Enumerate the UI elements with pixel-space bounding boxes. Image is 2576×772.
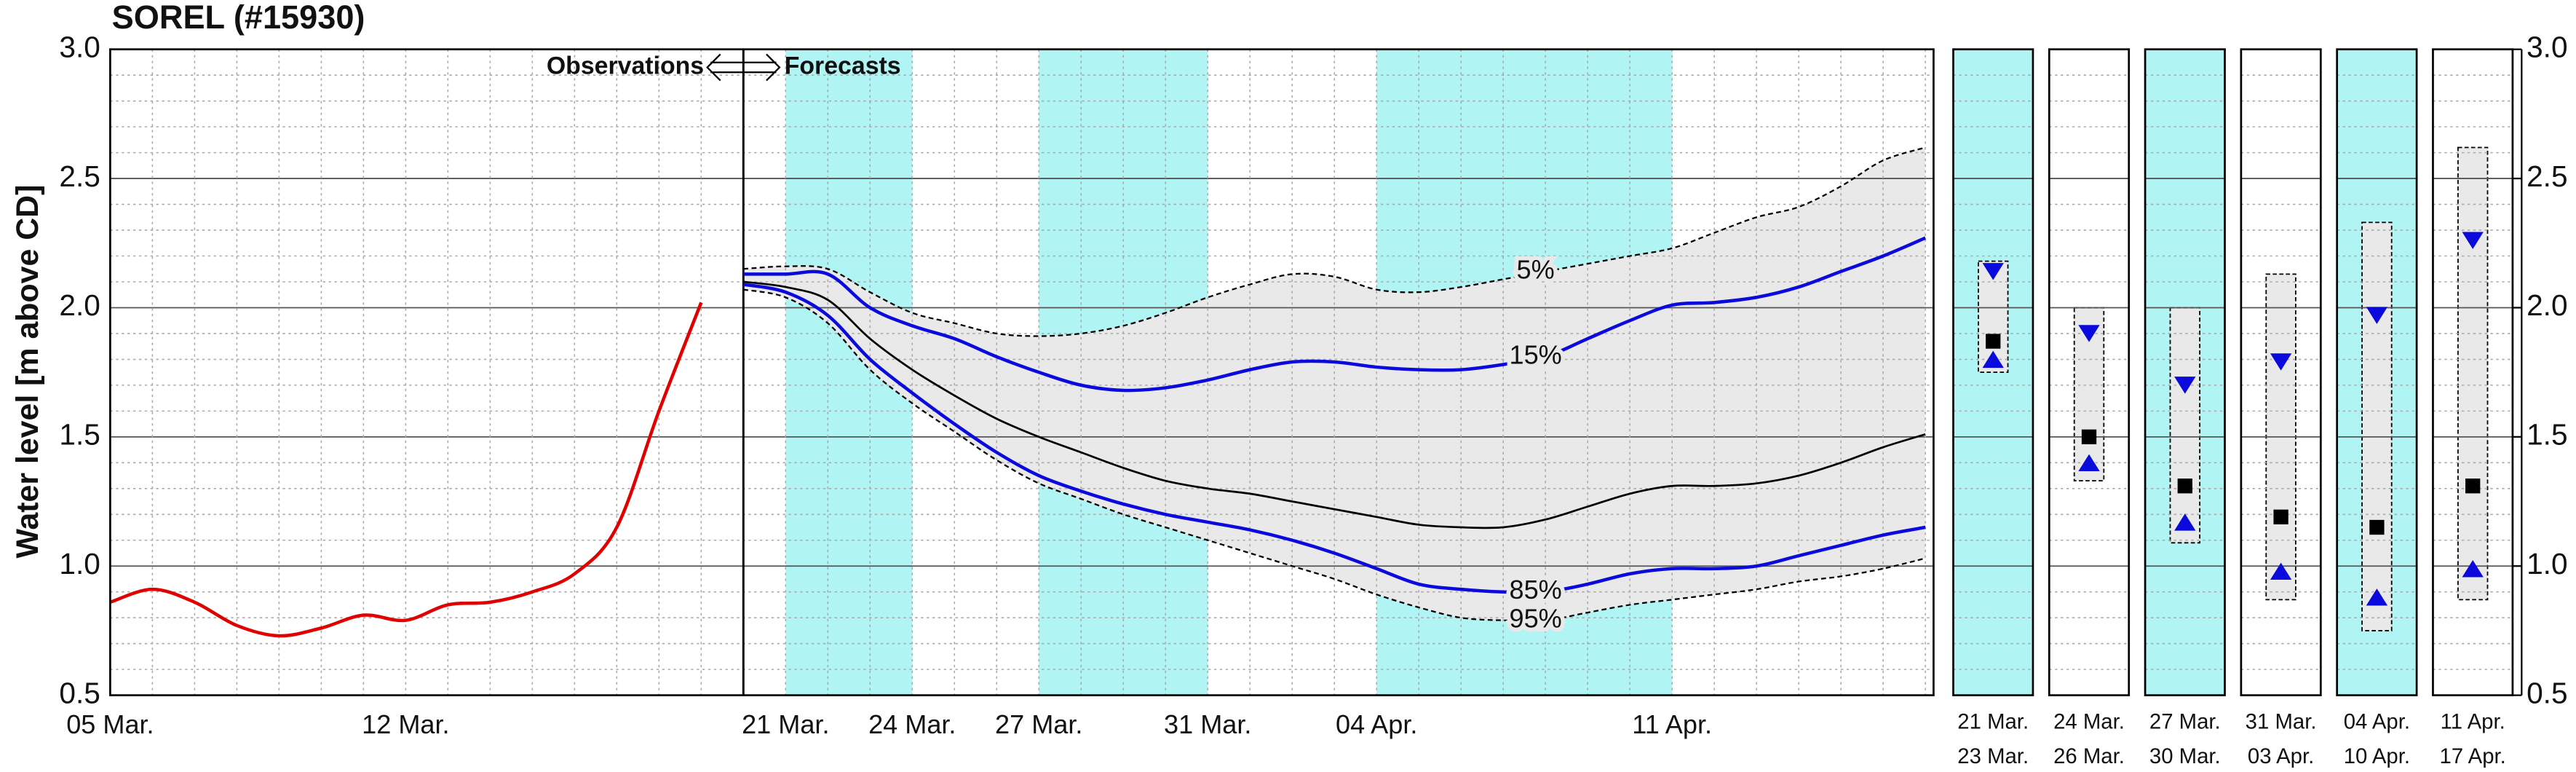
p85-marker (2270, 562, 2292, 580)
y-tick-label: 1.0 (59, 547, 100, 580)
series-label: 5% (1517, 254, 1555, 284)
panel-range (2457, 146, 2489, 601)
panel-frame (2144, 48, 2226, 696)
median-marker (2369, 519, 2385, 535)
arrow (706, 53, 781, 82)
series-line (743, 236, 1927, 393)
y-tick-label: 2.5 (2527, 159, 2567, 193)
y-axis-label: Water level [m above CD] (10, 185, 45, 559)
p15-marker (2270, 353, 2292, 371)
p85-marker (2174, 513, 2196, 531)
y-tick-label: 1.0 (2527, 547, 2567, 580)
panel-label: 27 Mar. (2149, 710, 2221, 734)
annotation: Observations (547, 52, 704, 79)
x-tick-label: 11 Apr. (1632, 709, 1712, 739)
panel-label: 31 Mar. (2246, 710, 2317, 734)
panel-label: 03 Apr. (2248, 744, 2314, 768)
series-line (109, 302, 703, 638)
series-line (742, 283, 1926, 594)
panel-frame (1952, 48, 2034, 696)
x-tick-label: 24 Mar. (868, 709, 956, 739)
p85-marker (2366, 588, 2388, 606)
panel-frame (2240, 48, 2322, 696)
x-tick-label: 04 Apr. (1336, 709, 1417, 739)
p15-marker (2462, 232, 2484, 249)
p85-marker (2078, 454, 2100, 472)
y-tick-label: 2.0 (2527, 288, 2567, 322)
median-marker (2081, 429, 2097, 445)
series-label: 85% (1510, 575, 1562, 604)
y-tick-label: 3.0 (59, 30, 100, 63)
panel-frame (2336, 48, 2418, 696)
y-tick-label: 0.5 (59, 676, 100, 709)
panel-label: 11 Apr. (2441, 710, 2505, 734)
panel-label: 21 Mar. (1957, 710, 2029, 734)
median-marker (2465, 478, 2481, 494)
panel-label: 04 Apr. (2344, 710, 2410, 734)
panel-range (2169, 307, 2201, 544)
series-label: 95% (1510, 603, 1562, 633)
median-marker (2273, 509, 2288, 524)
y-tick-label: 3.0 (2527, 30, 2567, 63)
y-tick-label: 2.5 (59, 159, 100, 193)
panel-label: 24 Mar. (2053, 710, 2125, 734)
annotation: Forecasts (785, 52, 901, 79)
chart-title: SOREL (#15930) (112, 0, 365, 36)
panel-range (2361, 221, 2393, 631)
median-marker (1986, 334, 2001, 349)
x-tick-label: 05 Mar. (66, 709, 154, 739)
series-line (743, 288, 1926, 622)
p85-marker (1982, 350, 2004, 369)
x-tick-label: 27 Mar. (995, 709, 1082, 739)
panel-frame (2432, 48, 2514, 696)
y-tick-label: 1.5 (2527, 418, 2567, 452)
x-tick-label: 31 Mar. (1164, 709, 1251, 739)
x-tick-label: 12 Mar. (362, 709, 449, 739)
p15-marker (2078, 325, 2100, 342)
y-tick-label: 2.0 (59, 288, 100, 322)
p15-marker (2174, 377, 2196, 394)
y-tick-label: 0.5 (2527, 676, 2567, 709)
series-line (743, 146, 1926, 337)
series-label: 15% (1510, 339, 1562, 369)
panel-label: 23 Mar. (1957, 744, 2029, 768)
series-line (743, 280, 1926, 529)
x-tick-label: 21 Mar. (742, 709, 829, 739)
p15-marker (2366, 307, 2388, 324)
p85-marker (2462, 560, 2484, 578)
p15-marker (1982, 263, 2004, 280)
panel-label: 17 Apr. (2440, 744, 2506, 768)
median-marker (2177, 478, 2192, 494)
panel-frame (2048, 48, 2131, 696)
panel-label: 26 Mar. (2053, 744, 2125, 768)
plot-frame (109, 48, 1935, 696)
panel-label: 10 Apr. (2344, 744, 2410, 768)
panel-label: 30 Mar. (2149, 744, 2221, 768)
y-tick-label: 1.5 (59, 418, 100, 452)
